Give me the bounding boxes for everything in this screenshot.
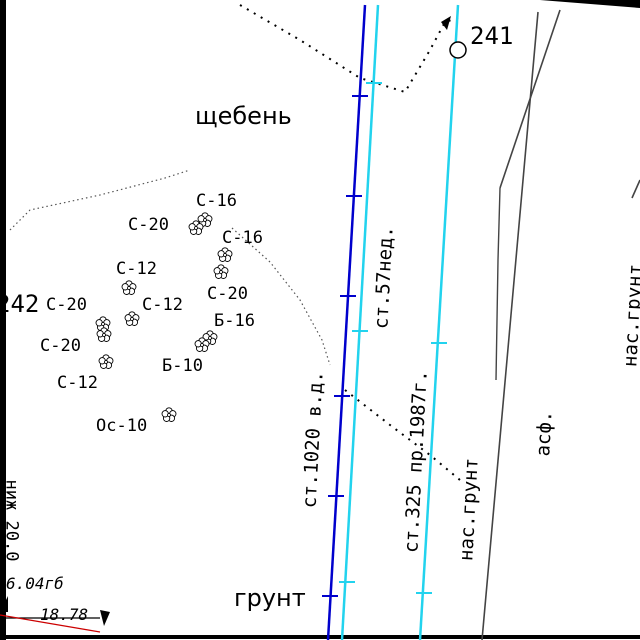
- boundary-lower: [344, 389, 461, 481]
- tree-label: Б-16: [214, 311, 255, 331]
- pipe-second-ticks: [339, 82, 382, 583]
- boundary-mid: [231, 227, 331, 366]
- pipe-third-line: [418, 4, 460, 640]
- elevation-label: 6.04гб: [6, 574, 64, 593]
- tree-label: С-16: [196, 191, 237, 211]
- road-edge-left: [481, 11, 539, 640]
- edge-label-rotated: ниж 20.0: [1, 479, 22, 562]
- tree-label: С-12: [142, 295, 183, 315]
- tree-label: С-12: [116, 259, 157, 279]
- road-edge-right-top: [499, 9, 561, 189]
- surface-label-asphalt: асф.: [532, 410, 557, 457]
- point-label-242: 242: [0, 290, 40, 318]
- triangle-marker-icon: [441, 16, 451, 30]
- road-edge-right-mid: [495, 187, 501, 381]
- triangle-marker-icon: [100, 610, 110, 626]
- tree-label: С-20: [128, 215, 169, 235]
- tree-label: С-20: [46, 295, 87, 315]
- triangle-marker-icon: [0, 596, 8, 612]
- tree-icon: [213, 264, 229, 279]
- tree-icon: [161, 407, 177, 422]
- survey-point-icon: [449, 41, 467, 59]
- tree-label: С-20: [207, 284, 248, 304]
- pipe-main-ticks: [322, 95, 368, 597]
- tree-label: С-16: [222, 228, 263, 248]
- surface-label-bulk-soil: нас.грунт: [455, 457, 483, 562]
- tree-icons: [95, 212, 233, 422]
- frame-top-right: [540, 0, 640, 8]
- tree-label: Ос-10: [96, 416, 148, 436]
- tree-label: С-12: [57, 373, 98, 393]
- boundary-top-left: [9, 169, 191, 231]
- pipe-main-line: [326, 4, 367, 640]
- frame-left: [0, 0, 6, 640]
- survey-red-line: [0, 614, 101, 633]
- pipe-third-ticks: [416, 342, 447, 594]
- pipe-second-line: [340, 4, 380, 640]
- surface-label-gravel: щебень: [195, 102, 292, 130]
- road-edge-far-right: [631, 179, 640, 199]
- surface-label-soil: грунт: [234, 584, 306, 612]
- tree-icon: [217, 247, 233, 262]
- distance-label: 18.78: [40, 605, 89, 624]
- point-label-241: 241: [470, 22, 514, 50]
- tree-icon: [124, 311, 140, 326]
- tree-icon: [98, 354, 114, 369]
- tree-label: Б-10: [162, 356, 203, 376]
- pipe-label-second: ст.57нед.: [370, 225, 398, 330]
- tree-label: С-20: [40, 336, 81, 356]
- boundary-top: [239, 4, 459, 94]
- tree-icon: [121, 280, 137, 295]
- surface-label-bulk-soil-right: нас.грунт: [619, 263, 640, 368]
